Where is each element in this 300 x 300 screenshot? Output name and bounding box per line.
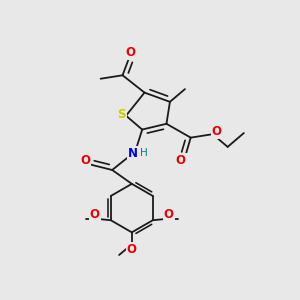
Text: O: O (126, 46, 136, 59)
Text: O: O (90, 208, 100, 221)
Text: H: H (140, 148, 148, 158)
Text: O: O (176, 154, 186, 166)
Text: O: O (212, 125, 222, 138)
Text: O: O (164, 208, 174, 221)
Text: O: O (80, 154, 90, 167)
Text: N: N (128, 147, 138, 160)
Text: O: O (127, 243, 137, 256)
Text: S: S (118, 108, 126, 121)
